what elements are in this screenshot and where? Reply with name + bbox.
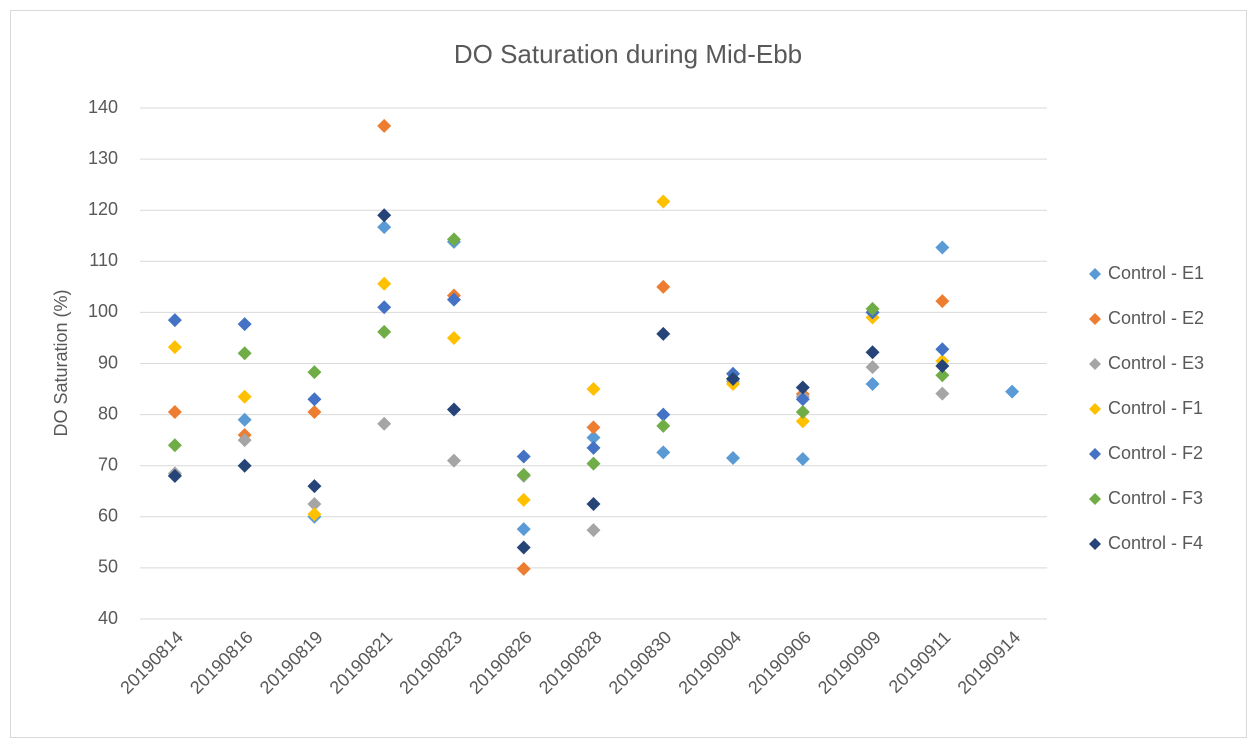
marker	[237, 346, 252, 361]
chart-frame	[10, 10, 1247, 738]
marker	[516, 540, 531, 555]
marker	[586, 456, 601, 471]
marker	[935, 294, 950, 309]
marker	[516, 492, 531, 507]
marker	[307, 392, 322, 407]
marker	[865, 345, 880, 360]
marker	[377, 118, 392, 133]
legend-marker	[1089, 268, 1101, 280]
marker	[795, 392, 810, 407]
legend-marker	[1089, 403, 1101, 415]
marker	[865, 360, 880, 375]
marker	[446, 330, 461, 345]
marker	[167, 405, 182, 420]
legend-marker	[1089, 538, 1101, 550]
legend-marker	[1089, 493, 1101, 505]
marker	[935, 386, 950, 401]
marker	[935, 368, 950, 383]
marker	[516, 467, 531, 482]
marker	[377, 300, 392, 315]
marker	[446, 402, 461, 417]
marker	[446, 453, 461, 468]
marker	[795, 405, 810, 420]
marker	[307, 497, 322, 512]
marker	[726, 371, 741, 386]
marker	[656, 279, 671, 294]
marker	[586, 440, 601, 455]
marker	[167, 468, 182, 483]
legend-label: Control - F2	[1108, 443, 1203, 463]
marker	[377, 208, 392, 223]
marker	[586, 382, 601, 397]
marker	[167, 340, 182, 355]
marker	[1005, 384, 1020, 399]
legend-label: Control - F4	[1108, 533, 1203, 553]
marker	[307, 365, 322, 380]
marker	[446, 232, 461, 247]
marker	[586, 430, 601, 445]
marker	[935, 240, 950, 255]
chart-title: DO Saturation during Mid-Ebb	[454, 39, 802, 69]
marker	[307, 479, 322, 494]
y-tick-label: 100	[88, 301, 118, 321]
marker	[656, 326, 671, 341]
marker	[167, 438, 182, 453]
marker	[237, 433, 252, 448]
y-tick-label: 70	[98, 454, 118, 474]
marker	[795, 414, 810, 429]
marker	[795, 452, 810, 467]
legend-label: Control - E3	[1108, 353, 1204, 373]
y-tick-label: 50	[98, 557, 118, 577]
legend-label: Control - F3	[1108, 488, 1203, 508]
marker	[865, 376, 880, 391]
marker	[446, 292, 461, 307]
marker	[935, 359, 950, 374]
marker	[656, 194, 671, 209]
marker	[237, 458, 252, 473]
legend-marker	[1089, 313, 1101, 325]
y-tick-label: 90	[98, 352, 118, 372]
y-tick-label: 60	[98, 506, 118, 526]
marker	[516, 449, 531, 464]
marker	[726, 451, 741, 466]
marker	[586, 420, 601, 435]
marker	[237, 412, 252, 427]
marker	[795, 380, 810, 395]
marker	[586, 497, 601, 512]
marker	[516, 522, 531, 537]
legend-marker	[1089, 448, 1101, 460]
legend-label: Control - E2	[1108, 308, 1204, 328]
y-tick-label: 120	[88, 199, 118, 219]
y-tick-label: 140	[88, 97, 118, 117]
marker	[377, 416, 392, 431]
legend-label: Control - F1	[1108, 398, 1203, 418]
marker	[656, 407, 671, 422]
marker	[377, 276, 392, 291]
legend-marker	[1089, 358, 1101, 370]
marker	[237, 389, 252, 404]
marker	[307, 405, 322, 420]
marker	[656, 445, 671, 460]
marker	[237, 317, 252, 332]
y-axis-title: DO Saturation (%)	[51, 289, 71, 436]
y-tick-label: 40	[98, 608, 118, 628]
marker	[935, 342, 950, 357]
marker	[167, 313, 182, 328]
legend-label: Control - E1	[1108, 263, 1204, 283]
marker	[865, 301, 880, 316]
marker	[377, 220, 392, 235]
marker	[307, 507, 322, 522]
marker	[586, 523, 601, 538]
y-tick-label: 80	[98, 403, 118, 423]
marker	[516, 561, 531, 576]
marker	[656, 418, 671, 433]
marker	[377, 324, 392, 339]
y-tick-label: 110	[89, 250, 118, 270]
y-tick-label: 130	[88, 148, 118, 168]
